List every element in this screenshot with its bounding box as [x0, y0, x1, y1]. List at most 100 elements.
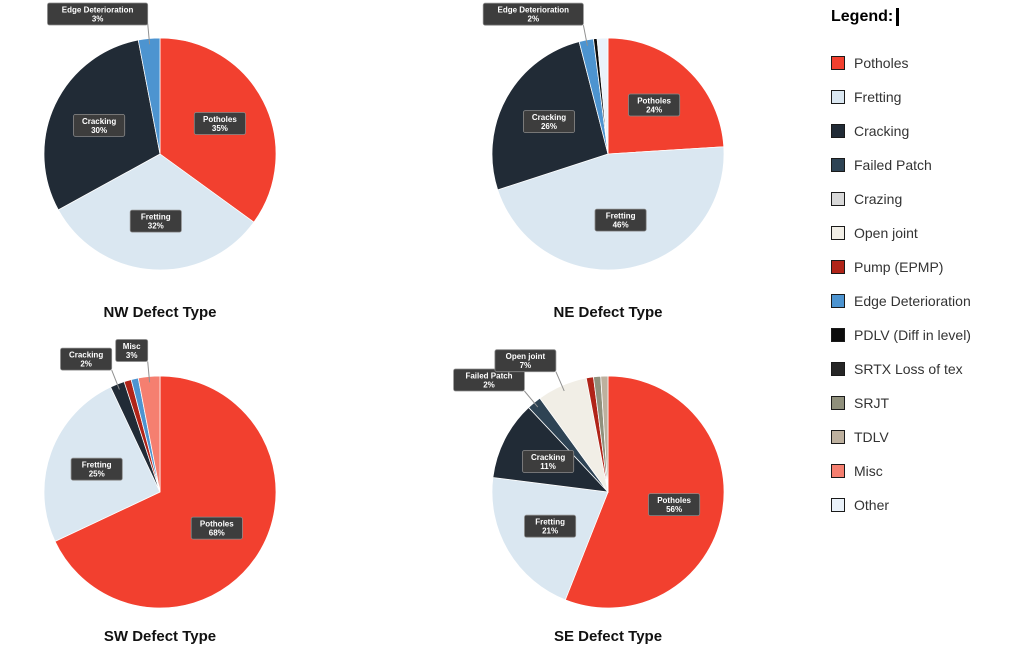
legend-item-label: TDLV [854, 429, 889, 445]
legend-title: Legend: [831, 8, 894, 25]
legend: Legend: Potholes Fretting Cracking Failed P… [831, 4, 1029, 522]
legend-item[interactable]: Failed Patch [831, 148, 1029, 182]
chart-title-nw: NW Defect Type [103, 304, 217, 321]
svg-text:Cracking: Cracking [531, 453, 565, 462]
svg-text:Potholes: Potholes [657, 496, 691, 505]
pie-slice-fretting[interactable] [491, 477, 609, 601]
svg-text:24%: 24% [646, 106, 662, 115]
legend-item[interactable]: TDLV [831, 420, 1029, 454]
svg-text:56%: 56% [666, 505, 682, 514]
legend-swatch [831, 56, 845, 70]
svg-text:7%: 7% [520, 361, 532, 370]
legend-item-label: Failed Patch [854, 157, 932, 173]
svg-text:2%: 2% [80, 360, 92, 369]
svg-text:Cracking: Cracking [82, 117, 116, 126]
svg-text:Failed Patch: Failed Patch [465, 372, 512, 381]
svg-text:Edge Deterioration: Edge Deterioration [62, 6, 134, 15]
svg-text:35%: 35% [212, 124, 228, 133]
pie-chart-se: Potholes 56% Fretting 21% Cracking 11% Failed … [448, 334, 768, 645]
legend-item-label: Open joint [854, 225, 918, 241]
legend-swatch [831, 124, 845, 138]
svg-text:3%: 3% [92, 15, 104, 24]
svg-text:21%: 21% [542, 527, 558, 536]
svg-text:25%: 25% [89, 470, 105, 479]
legend-item-label: Other [854, 497, 890, 513]
svg-text:46%: 46% [613, 221, 629, 230]
pie-slice-other[interactable] [596, 37, 609, 155]
svg-text:Open joint: Open joint [506, 352, 546, 361]
legend-item[interactable]: Misc [831, 454, 1029, 488]
pie-slice-potholes[interactable] [54, 375, 277, 609]
legend-item[interactable]: Pump (EPMP) [831, 250, 1029, 284]
legend-item-label: Cracking [854, 123, 910, 139]
svg-text:Potholes: Potholes [637, 97, 671, 106]
legend-swatch [831, 396, 845, 410]
pie-chart-nw: Potholes 35% Fretting 32% Cracking 30% Edge De… [0, 2, 320, 321]
svg-text:Cracking: Cracking [69, 351, 103, 360]
svg-text:30%: 30% [91, 126, 107, 135]
svg-text:26%: 26% [541, 122, 557, 131]
pie-slice-tdlv[interactable] [600, 375, 609, 493]
legend-item[interactable]: PDLV (Diff in level) [831, 318, 1029, 352]
legend-item[interactable]: Fretting [831, 80, 1029, 114]
svg-text:Potholes: Potholes [203, 115, 237, 124]
legend-item-label: SRJT [854, 395, 889, 411]
svg-text:3%: 3% [126, 351, 138, 360]
svg-text:11%: 11% [540, 462, 556, 471]
legend-title-row: Legend: [831, 4, 1029, 30]
pie-chart-ne: Potholes 24% Fretting 46% Cracking 26% Edge De… [448, 2, 768, 321]
legend-item-label: Edge Deterioration [854, 293, 971, 309]
legend-item[interactable]: Edge Deterioration [831, 284, 1029, 318]
svg-text:Cracking: Cracking [532, 113, 566, 122]
legend-item[interactable]: Other [831, 488, 1029, 522]
pie-slice-cracking[interactable] [492, 406, 609, 493]
chart-title-se: SE Defect Type [553, 628, 663, 645]
legend-swatch [831, 260, 845, 274]
text-cursor [896, 7, 900, 26]
pie-slice-potholes[interactable] [564, 375, 725, 609]
legend-swatch [831, 498, 845, 512]
legend-swatch [831, 158, 845, 172]
legend-swatch [831, 430, 845, 444]
legend-item-label: Fretting [854, 89, 902, 105]
svg-text:Edge Deterioration: Edge Deterioration [498, 6, 570, 15]
legend-item-label: Pump (EPMP) [854, 259, 944, 275]
legend-item[interactable]: Cracking [831, 114, 1029, 148]
pie-slice-fretting[interactable] [497, 146, 725, 271]
svg-text:68%: 68% [209, 529, 225, 538]
legend-item-label: Crazing [854, 191, 903, 207]
legend-item[interactable]: SRJT [831, 386, 1029, 420]
svg-text:Fretting: Fretting [82, 461, 112, 470]
legend-item-label: SRTX Loss of tex [854, 361, 963, 377]
svg-text:Fretting: Fretting [606, 212, 636, 221]
svg-text:Misc: Misc [123, 342, 141, 351]
legend-swatch [831, 464, 845, 478]
svg-text:2%: 2% [483, 381, 495, 390]
legend-item[interactable]: Open joint [831, 216, 1029, 250]
legend-item[interactable]: Potholes [831, 46, 1029, 80]
legend-item[interactable]: SRTX Loss of tex [831, 352, 1029, 386]
legend-item-label: PDLV (Diff in level) [854, 327, 971, 343]
legend-item[interactable]: Crazing [831, 182, 1029, 216]
svg-text:2%: 2% [528, 15, 540, 24]
svg-text:Potholes: Potholes [200, 520, 234, 529]
svg-text:Fretting: Fretting [535, 518, 565, 527]
